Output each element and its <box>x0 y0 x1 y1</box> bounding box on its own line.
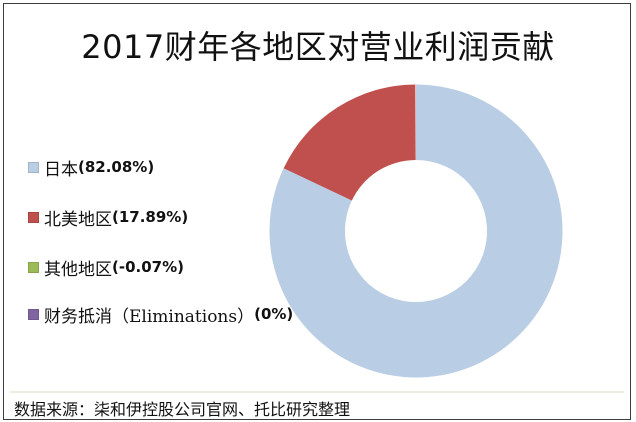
legend-value: (82.08%) <box>78 158 155 176</box>
legend-label: 北美地区 <box>44 209 112 230</box>
donut-chart <box>269 84 563 378</box>
legend-value: (17.89%) <box>112 208 189 226</box>
pie-slice-0 <box>269 84 563 378</box>
legend-item-north-america: 北美地区 (17.89%) <box>28 206 189 230</box>
legend-item-other-regions: 其他地区 (-0.07%) <box>28 256 184 280</box>
legend-marker-other-regions-icon <box>28 261 39 273</box>
legend-label: 日本 <box>44 159 78 180</box>
legend-label: 其他地区 <box>44 259 112 280</box>
legend-label: 财务抵消（Eliminations） <box>44 306 255 327</box>
legend-item-japan: 日本 (82.08%) <box>28 156 155 180</box>
page-title: 2017财年各地区对营业利润贡献 <box>81 28 555 66</box>
pie-slice-1 <box>283 84 416 201</box>
legend-marker-north-america-icon <box>28 211 39 223</box>
legend-value: (0%) <box>254 305 294 323</box>
legend-item-eliminations: 财务抵消（Eliminations） (0%) <box>28 303 294 327</box>
source-note: 数据来源：柒和伊控股公司官网、托比研究整理 <box>14 400 351 419</box>
legend-marker-eliminations-icon <box>28 308 39 320</box>
legend-value: (-0.07%) <box>112 258 184 276</box>
footer-divider <box>10 391 624 393</box>
legend-marker-japan-icon <box>28 161 39 173</box>
